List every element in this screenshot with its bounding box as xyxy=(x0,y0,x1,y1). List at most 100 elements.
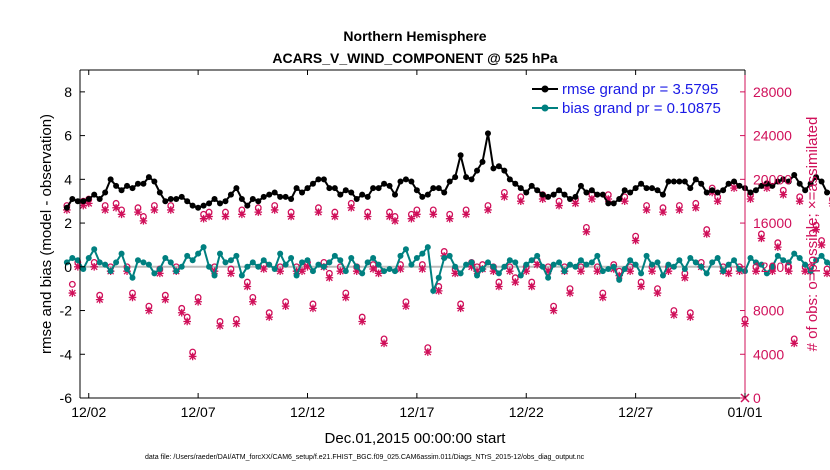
bias-point xyxy=(413,255,420,262)
rmse-point xyxy=(386,182,393,189)
y-tick-label: 8 xyxy=(64,84,72,100)
obs-assimilated-marker xyxy=(691,203,700,212)
rmse-point xyxy=(69,196,76,203)
obs-assimilated-marker xyxy=(227,269,235,278)
rmse-point xyxy=(266,191,273,198)
obs-assimilated-marker xyxy=(259,265,268,273)
bias-point xyxy=(714,255,721,262)
obs-assimilated-marker xyxy=(413,210,421,219)
bias-point xyxy=(807,268,814,275)
rmse-point xyxy=(200,202,207,209)
bias-point xyxy=(124,265,131,272)
obs-assimilated-marker xyxy=(341,293,350,302)
bias-point xyxy=(134,257,141,264)
bias-point xyxy=(222,259,229,266)
obs-assimilated-marker xyxy=(79,201,88,210)
rmse-point xyxy=(731,178,738,185)
obs-assimilated-marker xyxy=(549,306,558,315)
bias-point xyxy=(583,261,590,268)
obs-assimilated-marker xyxy=(74,263,82,271)
y-right-tick-label: 24000 xyxy=(753,128,792,144)
bias-point xyxy=(304,257,311,264)
rmse-point xyxy=(572,193,579,200)
rmse-point xyxy=(113,182,120,189)
bias-point xyxy=(534,252,541,259)
bias-point xyxy=(217,250,223,257)
y-right-tick-label: 0 xyxy=(753,390,761,406)
obs-assimilated-marker xyxy=(681,273,689,282)
rmse-point xyxy=(610,200,617,207)
rmse-point xyxy=(495,163,502,170)
rmse-point xyxy=(802,187,809,194)
rmse-point xyxy=(402,176,409,183)
rmse-point xyxy=(534,187,541,194)
bias-point xyxy=(736,265,743,272)
rmse-point xyxy=(413,187,420,194)
rmse-point xyxy=(709,187,716,194)
x-tick-label: 12/07 xyxy=(181,404,216,420)
bias-point xyxy=(91,246,98,253)
rmse-point xyxy=(763,180,770,187)
bias-point xyxy=(802,261,809,268)
rmse-point xyxy=(780,176,787,183)
rmse-point xyxy=(145,174,152,181)
bias-point xyxy=(643,252,650,259)
obs-assimilated-marker xyxy=(795,197,804,205)
obs-assimilated-marker xyxy=(265,313,274,321)
rmse-point xyxy=(124,182,131,189)
bias-point xyxy=(627,257,634,264)
bias-point xyxy=(424,244,431,251)
rmse-point xyxy=(419,193,426,200)
obs-assimilated-marker xyxy=(724,269,733,278)
bias-point xyxy=(249,259,256,266)
x-tick-label: 12/17 xyxy=(399,404,434,420)
bias-point xyxy=(386,265,393,272)
rmse-point xyxy=(282,193,289,200)
rmse-point xyxy=(512,180,519,187)
rmse-point xyxy=(96,196,103,203)
bias-point xyxy=(621,265,628,272)
rmse-point xyxy=(698,180,705,187)
rmse-point xyxy=(233,185,240,192)
bias-point xyxy=(167,259,174,266)
bias-point xyxy=(632,261,639,268)
obs-possible-marker xyxy=(68,280,76,288)
rmse-point xyxy=(681,178,688,185)
bias-point xyxy=(654,259,661,266)
bias-point xyxy=(320,263,327,270)
rmse-line xyxy=(66,133,830,209)
obs-assimilated-marker xyxy=(566,289,574,297)
rmse-point xyxy=(791,171,798,178)
y-right-tick-label: 8000 xyxy=(753,303,784,319)
obs-assimilated-marker xyxy=(451,269,459,278)
rmse-point xyxy=(785,178,792,185)
bias-point xyxy=(780,257,787,264)
rmse-point xyxy=(353,196,360,203)
rmse-point xyxy=(63,204,70,211)
obs-assimilated-marker xyxy=(637,282,645,291)
rmse-point xyxy=(468,176,475,183)
rmse-point xyxy=(474,167,481,174)
obs-assimilated-marker xyxy=(188,352,197,361)
bias-point xyxy=(818,252,825,259)
bias-point xyxy=(495,270,502,277)
bias-point xyxy=(151,270,158,277)
obs-assimilated-marker xyxy=(801,267,809,275)
bias-point xyxy=(824,259,830,266)
rmse-point xyxy=(714,189,721,196)
rmse-point xyxy=(736,182,743,189)
bias-point xyxy=(588,259,595,266)
bias-point xyxy=(572,263,579,270)
obs-assimilated-marker xyxy=(817,241,826,249)
y-tick-label: -4 xyxy=(60,346,73,362)
obs-assimilated-marker xyxy=(757,234,766,243)
bias-point xyxy=(397,252,404,259)
bias-point xyxy=(725,261,732,268)
rmse-point xyxy=(309,180,316,187)
y-tick-label: 0 xyxy=(64,259,72,275)
y-right-tick-label: 28000 xyxy=(753,84,792,100)
rmse-point xyxy=(665,178,672,185)
bias-point xyxy=(687,255,694,262)
rmse-point xyxy=(288,196,295,203)
